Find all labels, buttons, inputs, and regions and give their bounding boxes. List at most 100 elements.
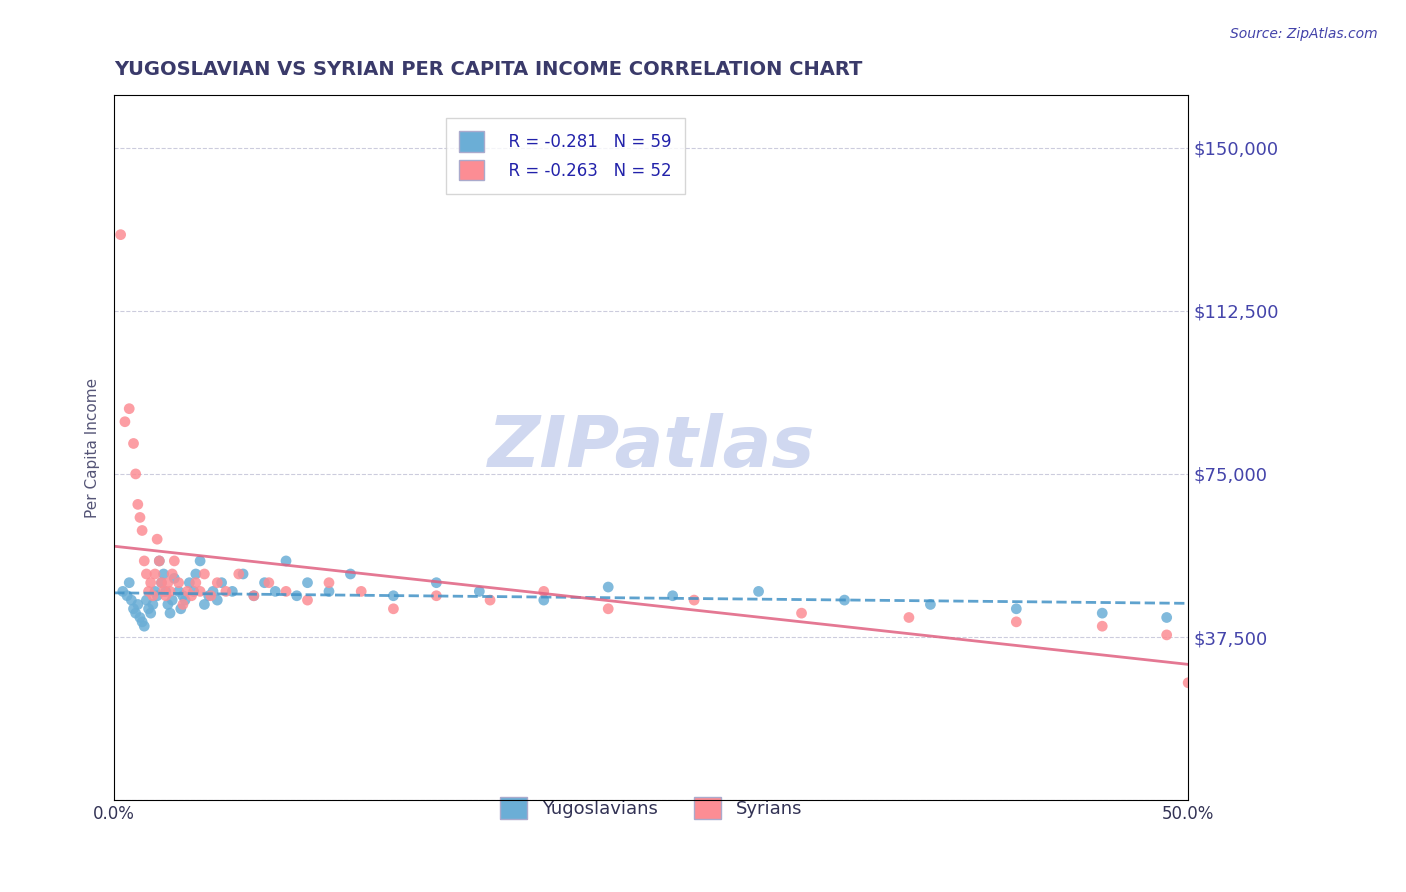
Point <box>155 589 177 603</box>
Point <box>127 497 149 511</box>
Point <box>146 532 169 546</box>
Point <box>163 554 186 568</box>
Point <box>115 589 138 603</box>
Point <box>661 589 683 603</box>
Point <box>683 593 706 607</box>
Point <box>253 575 276 590</box>
Point <box>124 606 146 620</box>
Point <box>197 589 219 603</box>
Point <box>297 593 319 607</box>
Point <box>425 589 447 603</box>
Point <box>159 584 181 599</box>
Point <box>425 575 447 590</box>
Text: Source: ZipAtlas.com: Source: ZipAtlas.com <box>1230 27 1378 41</box>
Point <box>232 566 254 581</box>
Point <box>834 593 856 607</box>
Point <box>134 619 156 633</box>
Point <box>131 615 153 629</box>
Point <box>184 566 207 581</box>
Point <box>152 566 174 581</box>
Point <box>160 566 183 581</box>
Point <box>172 598 194 612</box>
Point <box>118 575 141 590</box>
Point <box>172 589 194 603</box>
Point <box>176 584 198 599</box>
Point <box>211 575 233 590</box>
Point <box>110 227 132 242</box>
Point <box>134 554 156 568</box>
Point <box>188 554 211 568</box>
Point <box>150 575 173 590</box>
Point <box>243 589 266 603</box>
Point <box>129 610 152 624</box>
Point <box>382 602 405 616</box>
Point <box>127 598 149 612</box>
Point <box>111 584 134 599</box>
Point <box>215 584 238 599</box>
Point <box>1005 615 1028 629</box>
Point <box>143 584 166 599</box>
Y-axis label: Per Capita Income: Per Capita Income <box>86 378 100 518</box>
Point <box>122 436 145 450</box>
Point <box>200 589 222 603</box>
Point <box>170 602 193 616</box>
Point <box>188 584 211 599</box>
Point <box>184 575 207 590</box>
Point <box>1156 628 1178 642</box>
Point <box>150 575 173 590</box>
Point <box>897 610 920 624</box>
Point <box>257 575 280 590</box>
Point <box>124 467 146 481</box>
Text: ZIPatlas: ZIPatlas <box>488 413 815 483</box>
Point <box>274 554 297 568</box>
Point <box>533 593 555 607</box>
Point <box>159 606 181 620</box>
Point <box>156 575 179 590</box>
Point <box>479 593 502 607</box>
Text: YUGOSLAVIAN VS SYRIAN PER CAPITA INCOME CORRELATION CHART: YUGOSLAVIAN VS SYRIAN PER CAPITA INCOME … <box>114 60 862 78</box>
Point <box>146 589 169 603</box>
Point <box>143 566 166 581</box>
Point <box>142 598 165 612</box>
Point <box>179 575 201 590</box>
Point <box>129 510 152 524</box>
Point <box>148 554 170 568</box>
Point <box>152 584 174 599</box>
Point <box>139 606 162 620</box>
Point <box>135 593 157 607</box>
Point <box>920 598 942 612</box>
Point <box>318 584 340 599</box>
Point <box>135 566 157 581</box>
Point <box>114 415 136 429</box>
Point <box>207 593 229 607</box>
Point <box>318 575 340 590</box>
Point <box>155 584 177 599</box>
Point <box>468 584 491 599</box>
Point <box>139 575 162 590</box>
Point <box>167 584 190 599</box>
Point <box>142 589 165 603</box>
Point <box>207 575 229 590</box>
Point <box>148 554 170 568</box>
Point <box>1091 606 1114 620</box>
Point <box>193 566 215 581</box>
Point <box>221 584 243 599</box>
Point <box>350 584 373 599</box>
Point <box>156 598 179 612</box>
Point <box>1177 675 1199 690</box>
Point <box>163 571 186 585</box>
Point <box>174 593 197 607</box>
Point <box>118 401 141 416</box>
Point <box>1091 619 1114 633</box>
Point <box>131 524 153 538</box>
Point <box>138 602 160 616</box>
Point <box>790 606 813 620</box>
Point <box>120 593 142 607</box>
Point <box>285 589 308 603</box>
Point <box>167 575 190 590</box>
Point <box>160 593 183 607</box>
Point <box>533 584 555 599</box>
Point <box>1156 610 1178 624</box>
Point <box>228 566 250 581</box>
Point <box>274 584 297 599</box>
